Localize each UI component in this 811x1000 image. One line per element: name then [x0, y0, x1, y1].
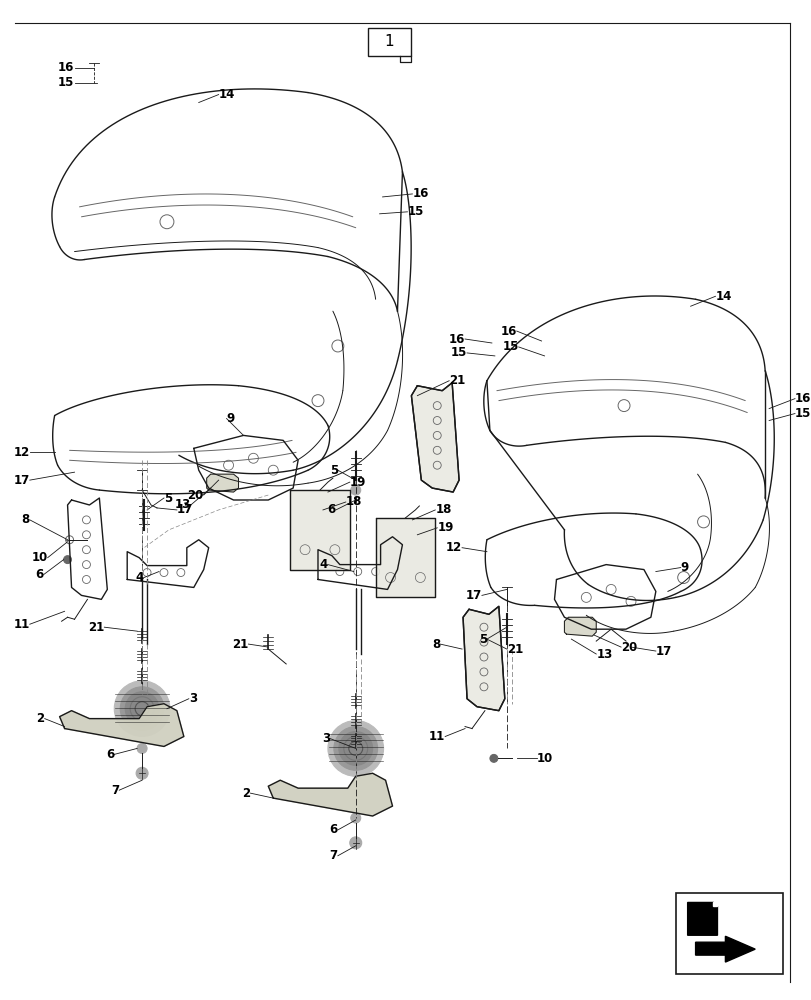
Text: 6: 6 [329, 823, 337, 836]
Text: 16: 16 [412, 187, 428, 200]
Text: 8: 8 [22, 513, 30, 526]
FancyBboxPatch shape [675, 893, 782, 974]
Text: 5: 5 [164, 492, 172, 505]
Text: 21: 21 [448, 374, 465, 387]
Text: 16: 16 [448, 333, 465, 346]
Polygon shape [687, 902, 717, 935]
Circle shape [63, 556, 71, 564]
Text: 6: 6 [327, 503, 336, 516]
Polygon shape [411, 383, 458, 492]
Circle shape [328, 721, 383, 776]
Circle shape [136, 767, 148, 779]
Polygon shape [290, 490, 350, 570]
Circle shape [350, 485, 360, 495]
Text: 16: 16 [58, 61, 75, 74]
Text: 13: 13 [595, 648, 611, 661]
Circle shape [333, 727, 377, 770]
Text: 12: 12 [445, 541, 461, 554]
Text: 2: 2 [36, 712, 45, 725]
Text: 14: 14 [218, 88, 234, 101]
Text: 16: 16 [500, 325, 516, 338]
Text: 12: 12 [14, 446, 30, 459]
Text: 17: 17 [14, 474, 30, 487]
Polygon shape [59, 704, 183, 746]
Text: 10: 10 [32, 551, 48, 564]
Circle shape [114, 681, 169, 737]
Polygon shape [713, 902, 717, 906]
Text: 20: 20 [187, 489, 204, 502]
Text: 3: 3 [189, 692, 197, 705]
Polygon shape [375, 518, 435, 597]
Text: 1: 1 [384, 34, 394, 49]
Text: 11: 11 [428, 730, 444, 743]
Text: 6: 6 [106, 748, 114, 761]
Polygon shape [695, 936, 754, 962]
Text: 21: 21 [232, 638, 248, 651]
Text: 17: 17 [177, 503, 193, 516]
FancyBboxPatch shape [367, 28, 411, 56]
Text: 15: 15 [407, 205, 423, 218]
Text: 15: 15 [58, 76, 75, 89]
Text: 7: 7 [111, 784, 119, 797]
Text: 19: 19 [350, 476, 366, 489]
Circle shape [338, 732, 372, 765]
Text: 15: 15 [794, 407, 810, 420]
Text: 17: 17 [466, 589, 482, 602]
Text: 10: 10 [536, 752, 552, 765]
Polygon shape [268, 773, 392, 816]
Circle shape [125, 692, 159, 726]
Text: 6: 6 [36, 568, 44, 581]
Text: 18: 18 [345, 495, 362, 508]
Text: 15: 15 [502, 340, 518, 353]
Text: 5: 5 [329, 464, 337, 477]
Polygon shape [462, 606, 504, 711]
Text: 8: 8 [431, 638, 440, 651]
Text: 18: 18 [435, 503, 451, 516]
Text: 2: 2 [242, 787, 250, 800]
Text: 7: 7 [329, 849, 337, 862]
Text: 9: 9 [680, 561, 688, 574]
Circle shape [489, 754, 497, 762]
Circle shape [350, 837, 361, 849]
Text: 15: 15 [450, 346, 466, 359]
Polygon shape [207, 474, 238, 492]
Circle shape [120, 687, 164, 731]
Text: 13: 13 [174, 498, 191, 511]
Text: 11: 11 [14, 618, 30, 631]
Text: 21: 21 [88, 621, 104, 634]
Polygon shape [564, 617, 595, 636]
Text: 9: 9 [226, 412, 234, 425]
Text: 20: 20 [620, 641, 637, 654]
Text: 5: 5 [478, 633, 487, 646]
Text: 19: 19 [436, 521, 453, 534]
Text: 14: 14 [714, 290, 731, 303]
Circle shape [137, 743, 147, 753]
Text: 16: 16 [794, 392, 810, 405]
Text: 17: 17 [655, 645, 672, 658]
Text: 21: 21 [506, 643, 522, 656]
Text: 3: 3 [321, 732, 329, 745]
Text: 4: 4 [135, 571, 144, 584]
Circle shape [350, 813, 360, 823]
Text: 4: 4 [320, 558, 328, 571]
